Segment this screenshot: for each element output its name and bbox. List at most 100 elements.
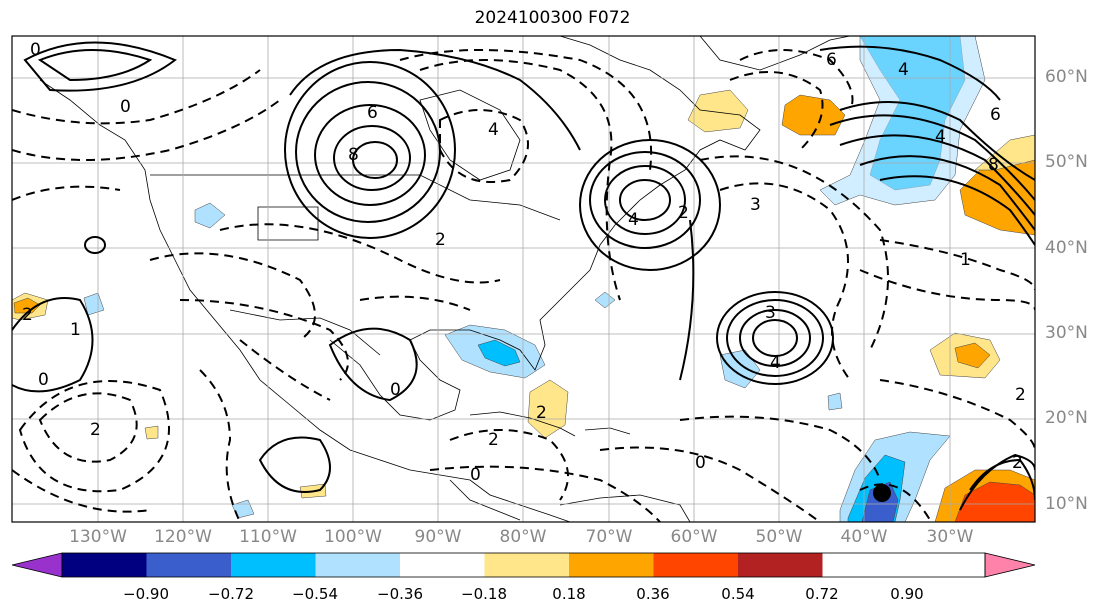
dash-central-us-4 bbox=[239, 339, 331, 401]
mexico-border bbox=[229, 309, 381, 356]
contour-label: 6 bbox=[367, 103, 378, 123]
contour-label: 2 bbox=[1015, 385, 1026, 405]
wa-low-contour-3 bbox=[589, 151, 701, 249]
dash-tropics-2 bbox=[679, 415, 881, 481]
contour-label: 3 bbox=[750, 195, 761, 215]
dash-tropics-3 bbox=[859, 483, 931, 521]
contour-label: 2 bbox=[435, 230, 446, 250]
contour-labels: 0 0 6 8 2 4 4 2 3 4 6 8 4 6 4 1 0 2 0 0 … bbox=[22, 40, 1026, 485]
na-contour-5 bbox=[879, 175, 1035, 246]
mexico-contour bbox=[258, 436, 331, 493]
na-contour-1 bbox=[839, 101, 1035, 181]
dash-e-atl bbox=[879, 379, 1035, 451]
lon-label: 50°W bbox=[755, 527, 803, 547]
anomaly-labrador-yellow bbox=[687, 89, 749, 133]
tropics-contour-1 bbox=[969, 458, 1035, 501]
dash-southwest bbox=[199, 369, 241, 522]
lat-label: 50°N bbox=[1045, 152, 1088, 172]
colorbar-segment bbox=[484, 553, 569, 577]
coastline-east bbox=[559, 36, 761, 271]
contour-label: 0 bbox=[390, 380, 401, 400]
lat-label: 60°N bbox=[1045, 67, 1088, 87]
dash-epac-2 bbox=[18, 380, 170, 493]
colorbar bbox=[11, 552, 1036, 578]
contour-label: 6 bbox=[990, 105, 1001, 125]
dash-central-us-2 bbox=[179, 299, 349, 381]
colorbar-min-arrow bbox=[11, 552, 63, 578]
anomaly-small-yellow-1 bbox=[144, 425, 159, 440]
dash-caribbean-2 bbox=[429, 465, 661, 522]
npac-contour-2 bbox=[23, 41, 177, 92]
lon-label: 130°W bbox=[69, 527, 127, 547]
na-contour-3 bbox=[839, 134, 1035, 216]
dashed-contours bbox=[12, 49, 1035, 522]
colorbar-tick-label: 0.36 bbox=[636, 585, 670, 603]
contour-label: 0 bbox=[470, 465, 481, 485]
colorbar-tick-label: 0.90 bbox=[890, 585, 924, 603]
contour-label: 1 bbox=[960, 250, 971, 270]
lon-label: 90°W bbox=[414, 527, 462, 547]
anomaly-tropics-red-inner bbox=[954, 481, 1035, 522]
contour-label: 0 bbox=[120, 97, 131, 117]
contour-label: 4 bbox=[770, 353, 781, 373]
lon-label: 110°W bbox=[239, 527, 297, 547]
contour-label: 2 bbox=[536, 403, 547, 423]
lon-label: 80°W bbox=[499, 527, 547, 547]
dash-npac-1 bbox=[12, 69, 261, 125]
colorbar-segment bbox=[400, 553, 485, 577]
contour-label: 2 bbox=[488, 430, 499, 450]
contour-label: 6 bbox=[826, 50, 837, 70]
anomaly-small-blue-1 bbox=[594, 291, 616, 309]
sub-low-contour-2 bbox=[739, 309, 811, 367]
high-center-contour-3 bbox=[314, 104, 426, 206]
dash-epac-3 bbox=[12, 469, 151, 513]
wa-low-contour-4 bbox=[579, 139, 721, 271]
colorbar-tick-label: −0.72 bbox=[208, 585, 254, 603]
map-area: 0 0 6 8 2 4 4 2 3 4 6 8 4 6 4 1 0 2 0 0 … bbox=[12, 36, 1035, 522]
dash-wa-trough-1 bbox=[419, 59, 621, 301]
dash-central-us-3 bbox=[219, 223, 501, 284]
colorbar-segment bbox=[315, 553, 400, 577]
contour-label: 2 bbox=[22, 305, 33, 325]
contour-label: 2 bbox=[678, 203, 689, 223]
dash-npac-2 bbox=[12, 99, 281, 161]
colorbar-max-arrow bbox=[984, 552, 1036, 578]
anomaly-azores-orange bbox=[954, 342, 991, 369]
lon-label: 30°W bbox=[926, 527, 974, 547]
dash-greenland bbox=[739, 49, 854, 111]
dash-wa-trough-2 bbox=[399, 49, 653, 171]
wa-low-contour-2 bbox=[604, 165, 686, 235]
contour-label: 4 bbox=[488, 120, 499, 140]
lon-label: 60°W bbox=[670, 527, 718, 547]
high-center-contour-5 bbox=[284, 61, 456, 239]
us-border bbox=[150, 174, 561, 221]
anomaly-cuba-yellow bbox=[527, 379, 569, 439]
map-frame bbox=[11, 35, 1036, 523]
na-contour-2 bbox=[829, 114, 1035, 201]
anomaly-florida-blue bbox=[477, 339, 521, 367]
south-america bbox=[559, 494, 691, 522]
contour-label: 2 bbox=[90, 420, 101, 440]
colorbar-segment bbox=[231, 553, 316, 577]
lon-label: 120°W bbox=[154, 527, 212, 547]
colorbar-tick-label: −0.36 bbox=[377, 585, 423, 603]
npac-contour-1 bbox=[37, 49, 153, 82]
contour-label: 1 bbox=[70, 320, 81, 340]
contour-label: 4 bbox=[628, 210, 639, 230]
anomaly-small-blue-6 bbox=[83, 292, 105, 316]
storm-center-marker bbox=[873, 484, 891, 502]
dash-mid-atl-4 bbox=[859, 269, 1035, 311]
sub-low-contour-1 bbox=[752, 319, 798, 357]
lon-label: 40°W bbox=[840, 527, 888, 547]
lon-label: 100°W bbox=[324, 527, 382, 547]
colorbar-tick-label: −0.54 bbox=[292, 585, 338, 603]
anomaly-small-blue-5 bbox=[827, 392, 843, 411]
wa-low-contour-1 bbox=[619, 179, 671, 221]
dash-mid-atl-3 bbox=[879, 239, 1035, 291]
lon-label: 70°W bbox=[585, 527, 633, 547]
anomaly-greenland-orange bbox=[781, 94, 846, 136]
high-center-contour-1 bbox=[352, 141, 398, 179]
colorbar-segment bbox=[146, 553, 231, 577]
cuba bbox=[469, 411, 576, 437]
